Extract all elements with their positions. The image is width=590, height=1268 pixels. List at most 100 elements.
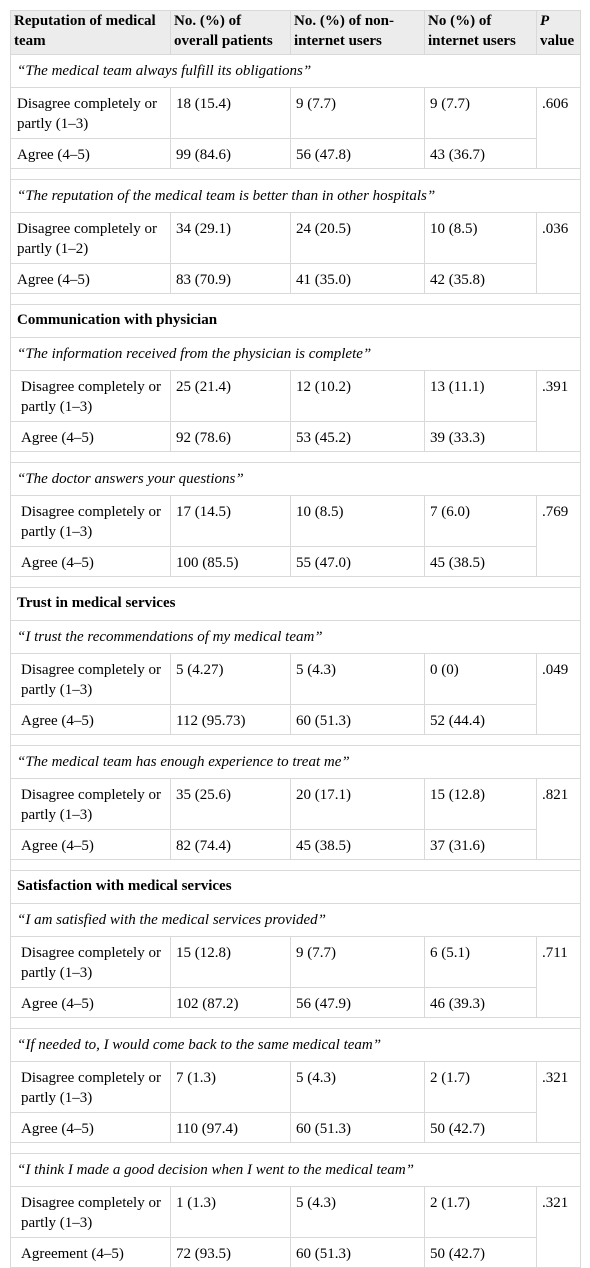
table-row: Disagree completely or partly (1–3) 17 (1… <box>10 495 581 577</box>
section-row: Satisfaction with medical services <box>10 870 581 904</box>
table-row: Agree (4–5) 100 (85.5) 55 (47.0) 45 (38.5) <box>10 546 581 577</box>
response-label: Disagree completely or partly (1–3) <box>10 87 171 139</box>
table-row: Disagree completely or partly (1–3) 1 (1.… <box>10 1186 581 1268</box>
overall-value: 25 (21.4) <box>170 370 291 422</box>
non-internet-value: 5 (4.3) <box>290 1186 425 1238</box>
section-title: Communication with physician <box>10 304 581 338</box>
statement-row: “I think I made a good decision when I w… <box>10 1153 581 1187</box>
overall-value: 1 (1.3) <box>170 1186 291 1238</box>
statement-text: “The reputation of the medical team is b… <box>10 179 581 213</box>
overall-value: 34 (29.1) <box>170 212 291 264</box>
non-internet-value: 56 (47.9) <box>290 987 425 1018</box>
p-value: .049 <box>536 653 581 735</box>
header-non-internet: No. (%) of non-internet users <box>290 10 425 55</box>
header-p-word: value <box>540 33 575 49</box>
internet-value: 6 (5.1) <box>424 936 537 988</box>
non-internet-value: 5 (4.3) <box>290 1061 425 1113</box>
response-label: Disagree completely or partly (1–3) <box>10 495 171 547</box>
overall-value: 35 (25.6) <box>170 778 291 830</box>
overall-value: 100 (85.5) <box>170 546 291 577</box>
overall-value: 92 (78.6) <box>170 421 291 452</box>
table-row: Agree (4–5) 102 (87.2) 56 (47.9) 46 (39.3) <box>10 987 581 1018</box>
results-table: Reputation of medical team No. (%) of ov… <box>10 10 581 1268</box>
table-row: Agreement (4–5) 72 (93.5) 60 (51.3) 50 (42.… <box>10 1237 581 1268</box>
overall-value: 15 (12.8) <box>170 936 291 988</box>
overall-value: 7 (1.3) <box>170 1061 291 1113</box>
table-row: Agree (4–5) 83 (70.9) 41 (35.0) 42 (35.8) <box>10 263 581 294</box>
response-label: Disagree completely or partly (1–3) <box>10 936 171 988</box>
header-internet: No (%) of internet users <box>424 10 537 55</box>
p-value: .391 <box>536 370 581 452</box>
response-label: Agree (4–5) <box>10 704 171 735</box>
overall-value: 102 (87.2) <box>170 987 291 1018</box>
non-internet-value: 45 (38.5) <box>290 829 425 860</box>
spacer-row <box>10 576 581 588</box>
p-value: .321 <box>536 1061 581 1143</box>
statement-text: “The medical team always fulfill its obl… <box>10 54 581 88</box>
statement-text: “The medical team has enough experience … <box>10 745 581 779</box>
internet-value: 13 (11.1) <box>424 370 537 422</box>
response-label: Agreement (4–5) <box>10 1237 171 1268</box>
response-label: Agree (4–5) <box>10 1112 171 1143</box>
non-internet-value: 9 (7.7) <box>290 87 425 139</box>
overall-value: 17 (14.5) <box>170 495 291 547</box>
table-row: Agree (4–5) 92 (78.6) 53 (45.2) 39 (33.3) <box>10 421 581 452</box>
non-internet-value: 24 (20.5) <box>290 212 425 264</box>
statement-row: “If needed to, I would come back to the … <box>10 1028 581 1062</box>
internet-value: 45 (38.5) <box>424 546 537 577</box>
table-row: Disagree completely or partly (1–3) 25 (2… <box>10 370 581 452</box>
internet-value: 2 (1.7) <box>424 1186 537 1238</box>
table-row: Agree (4–5) 110 (97.4) 60 (51.3) 50 (42.7) <box>10 1112 581 1143</box>
non-internet-value: 20 (17.1) <box>290 778 425 830</box>
internet-value: 9 (7.7) <box>424 87 537 139</box>
internet-value: 50 (42.7) <box>424 1112 537 1143</box>
statement-text: “The information received from the physi… <box>10 337 581 371</box>
statement-row: “The medical team has enough experience … <box>10 745 581 779</box>
statement-text: “If needed to, I would come back to the … <box>10 1028 581 1062</box>
table-body: “The medical team always fulfill its obl… <box>10 54 581 1268</box>
spacer-row <box>10 1017 581 1029</box>
statement-text: “The doctor answers your questions” <box>10 462 581 496</box>
statement-row: “I am satisfied with the medical service… <box>10 903 581 937</box>
internet-value: 15 (12.8) <box>424 778 537 830</box>
spacer-row <box>10 293 581 305</box>
non-internet-value: 10 (8.5) <box>290 495 425 547</box>
non-internet-value: 9 (7.7) <box>290 936 425 988</box>
table-row: Disagree completely or partly (1–2) 34 (2… <box>10 212 581 294</box>
internet-value: 50 (42.7) <box>424 1237 537 1268</box>
section-title: Satisfaction with medical services <box>10 870 581 904</box>
statement-row: “The medical team always fulfill its obl… <box>10 54 581 88</box>
table-row: Disagree completely or partly (1–3) 7 (1.… <box>10 1061 581 1143</box>
table-row: Disagree completely or partly (1–3) 18 (1… <box>10 87 581 169</box>
response-label: Disagree completely or partly (1–3) <box>10 1186 171 1238</box>
spacer-row <box>10 168 581 180</box>
p-value: .821 <box>536 778 581 860</box>
statement-row: “The reputation of the medical team is b… <box>10 179 581 213</box>
table-row: Disagree completely or partly (1–3) 15 (1… <box>10 936 581 1018</box>
header-reputation: Reputation of medical team <box>10 10 171 55</box>
response-label: Agree (4–5) <box>10 829 171 860</box>
internet-value: 46 (39.3) <box>424 987 537 1018</box>
response-label: Agree (4–5) <box>10 138 171 169</box>
non-internet-value: 53 (45.2) <box>290 421 425 452</box>
response-label: Agree (4–5) <box>10 987 171 1018</box>
internet-value: 37 (31.6) <box>424 829 537 860</box>
overall-value: 99 (84.6) <box>170 138 291 169</box>
overall-value: 83 (70.9) <box>170 263 291 294</box>
internet-value: 7 (6.0) <box>424 495 537 547</box>
spacer-row <box>10 859 581 871</box>
response-label: Agree (4–5) <box>10 546 171 577</box>
non-internet-value: 56 (47.8) <box>290 138 425 169</box>
response-label: Disagree completely or partly (1–2) <box>10 212 171 264</box>
non-internet-value: 60 (51.3) <box>290 1237 425 1268</box>
header-p-letter: P <box>540 13 550 29</box>
non-internet-value: 60 (51.3) <box>290 1112 425 1143</box>
response-label: Agree (4–5) <box>10 421 171 452</box>
non-internet-value: 41 (35.0) <box>290 263 425 294</box>
non-internet-value: 5 (4.3) <box>290 653 425 705</box>
p-value: .606 <box>536 87 581 169</box>
table-row: Agree (4–5) 99 (84.6) 56 (47.8) 43 (36.7) <box>10 138 581 169</box>
section-row: Trust in medical services <box>10 587 581 621</box>
overall-value: 18 (15.4) <box>170 87 291 139</box>
